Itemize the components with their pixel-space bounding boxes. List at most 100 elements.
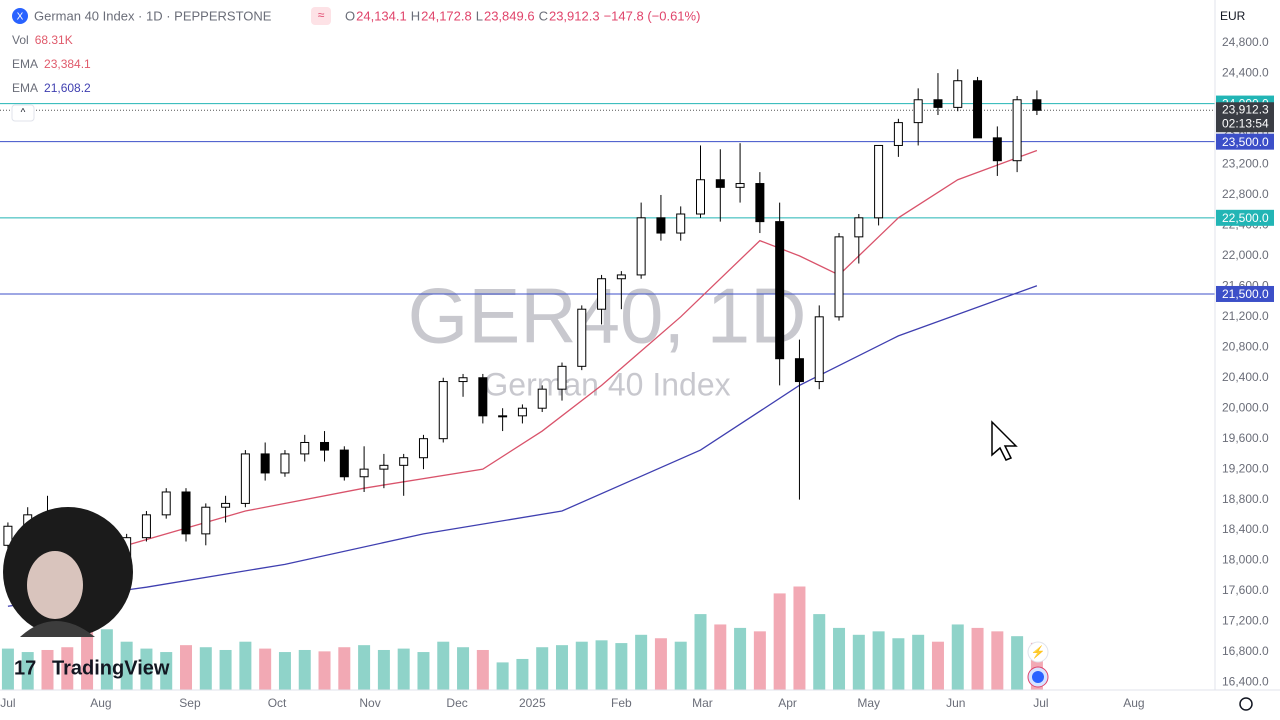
y-tick-label: 17,600.0 <box>1222 583 1269 597</box>
alert-button[interactable] <box>1027 641 1049 663</box>
brand: TradingView <box>52 657 170 679</box>
ema-line <box>7 149 1038 573</box>
symbol-icon-glyph: X <box>17 12 24 23</box>
volume-bar <box>417 652 430 690</box>
candle-body <box>577 308 587 367</box>
y-tick-label: 18,800.0 <box>1222 492 1269 506</box>
symbol[interactable]: German 40 Index · 1D · PEPPERSTONE <box>34 8 272 23</box>
volume-bar <box>140 648 153 690</box>
volume-bar <box>259 648 272 690</box>
y-tick-label: 19,200.0 <box>1222 461 1269 475</box>
cursor <box>991 420 1018 461</box>
candle-body <box>973 80 983 139</box>
volume-bar <box>654 638 667 690</box>
candle-body <box>3 525 13 546</box>
candle-body <box>161 491 171 516</box>
volume-bar <box>180 645 193 690</box>
level-label-box <box>1216 209 1274 226</box>
volume-bar <box>199 647 212 690</box>
candle-body <box>874 144 884 219</box>
candle-body <box>636 217 646 276</box>
ohlc-value: 23,912.3 <box>549 8 600 23</box>
candle-body <box>458 377 468 383</box>
candle-body <box>537 388 547 409</box>
volume-bar <box>1011 636 1024 690</box>
volume-bar <box>595 640 608 690</box>
level-label-box <box>1216 133 1274 150</box>
volume-bar <box>872 631 885 690</box>
volume-bar <box>298 649 311 690</box>
candle-body <box>854 217 864 238</box>
candle-body <box>775 221 785 360</box>
candle-body <box>517 407 527 417</box>
volume-bar <box>100 629 113 690</box>
candle-body <box>953 80 963 108</box>
symbol-icon[interactable] <box>12 8 28 24</box>
y-tick-label: 20,800.0 <box>1222 339 1269 353</box>
legend: Vol 68.31K EMA 23,384.1 EMA 21,608.2 <box>12 33 91 95</box>
x-tick-label: Nov <box>359 696 380 710</box>
y-tick-label: 22,000.0 <box>1222 248 1269 262</box>
candle-body <box>656 217 666 234</box>
y-tick-label: 18,400.0 <box>1222 522 1269 536</box>
y-tick-label: 16,400.0 <box>1222 675 1269 689</box>
candle-body <box>359 468 369 478</box>
currency[interactable]: EUR <box>1220 9 1246 23</box>
watermark-title: GER40, 1D <box>408 272 807 360</box>
candle-body <box>240 453 250 504</box>
candle-body <box>676 213 686 234</box>
y-tick-label: 21,200.0 <box>1222 309 1269 323</box>
collapse-button[interactable] <box>11 104 35 122</box>
volume-bar <box>496 662 509 690</box>
volume-bar <box>160 652 173 690</box>
candle-body <box>597 278 607 310</box>
x-tick-label: May <box>857 696 880 710</box>
settings-button[interactable] <box>1239 697 1253 711</box>
level-label: 22,500.0 <box>1222 211 1269 225</box>
x-tick-label: Oct <box>268 696 287 710</box>
volume-bar <box>852 634 865 690</box>
volume-bar <box>41 649 54 690</box>
legend-name: EMA <box>12 57 38 71</box>
x-tick-label: Jul <box>1033 696 1048 710</box>
last-price-box <box>1216 102 1274 133</box>
volume-bar <box>120 641 133 690</box>
brand-logo: 17 <box>14 657 36 679</box>
candle-body <box>616 274 626 280</box>
webcam-shoulders <box>20 621 95 637</box>
ohlc-key: O <box>345 8 355 23</box>
ohlc-key: H <box>411 8 420 23</box>
candle-body <box>735 183 745 188</box>
candle-body <box>1032 99 1042 111</box>
plot <box>0 69 1215 690</box>
candle-body <box>320 441 330 451</box>
x-tick-label: Aug <box>90 696 111 710</box>
volume-bar <box>575 641 588 690</box>
volume-bar <box>1 648 14 690</box>
volume-bar <box>615 643 628 690</box>
ohlc-key: L <box>476 8 483 23</box>
ohlc: O 24,134.1 H 24,172.8 L 23,849.6 C 23,912.3 −147… <box>345 8 700 23</box>
candle-body <box>418 438 428 459</box>
x-tick-label: Mar <box>692 696 713 710</box>
legend-value: 21,608.2 <box>44 81 91 95</box>
y-tick-label: 20,000.0 <box>1222 400 1269 414</box>
volume-bar <box>951 624 964 690</box>
candle-body <box>834 236 844 318</box>
y-tick-label: 16,800.0 <box>1222 644 1269 658</box>
candle-body <box>260 453 270 474</box>
candle-body <box>794 358 804 383</box>
alert-glyph: ⚡ <box>1031 645 1046 659</box>
candle-body <box>1012 99 1022 162</box>
volume-bar <box>239 641 252 690</box>
candle-body <box>379 464 389 470</box>
volume-bar <box>635 634 648 690</box>
candle-body <box>814 316 824 383</box>
legend-value: 68.31K <box>35 33 73 47</box>
volume-bar <box>81 624 94 690</box>
compare-button[interactable] <box>311 7 331 25</box>
volume-bar <box>773 593 786 690</box>
volume-bar <box>753 631 766 690</box>
